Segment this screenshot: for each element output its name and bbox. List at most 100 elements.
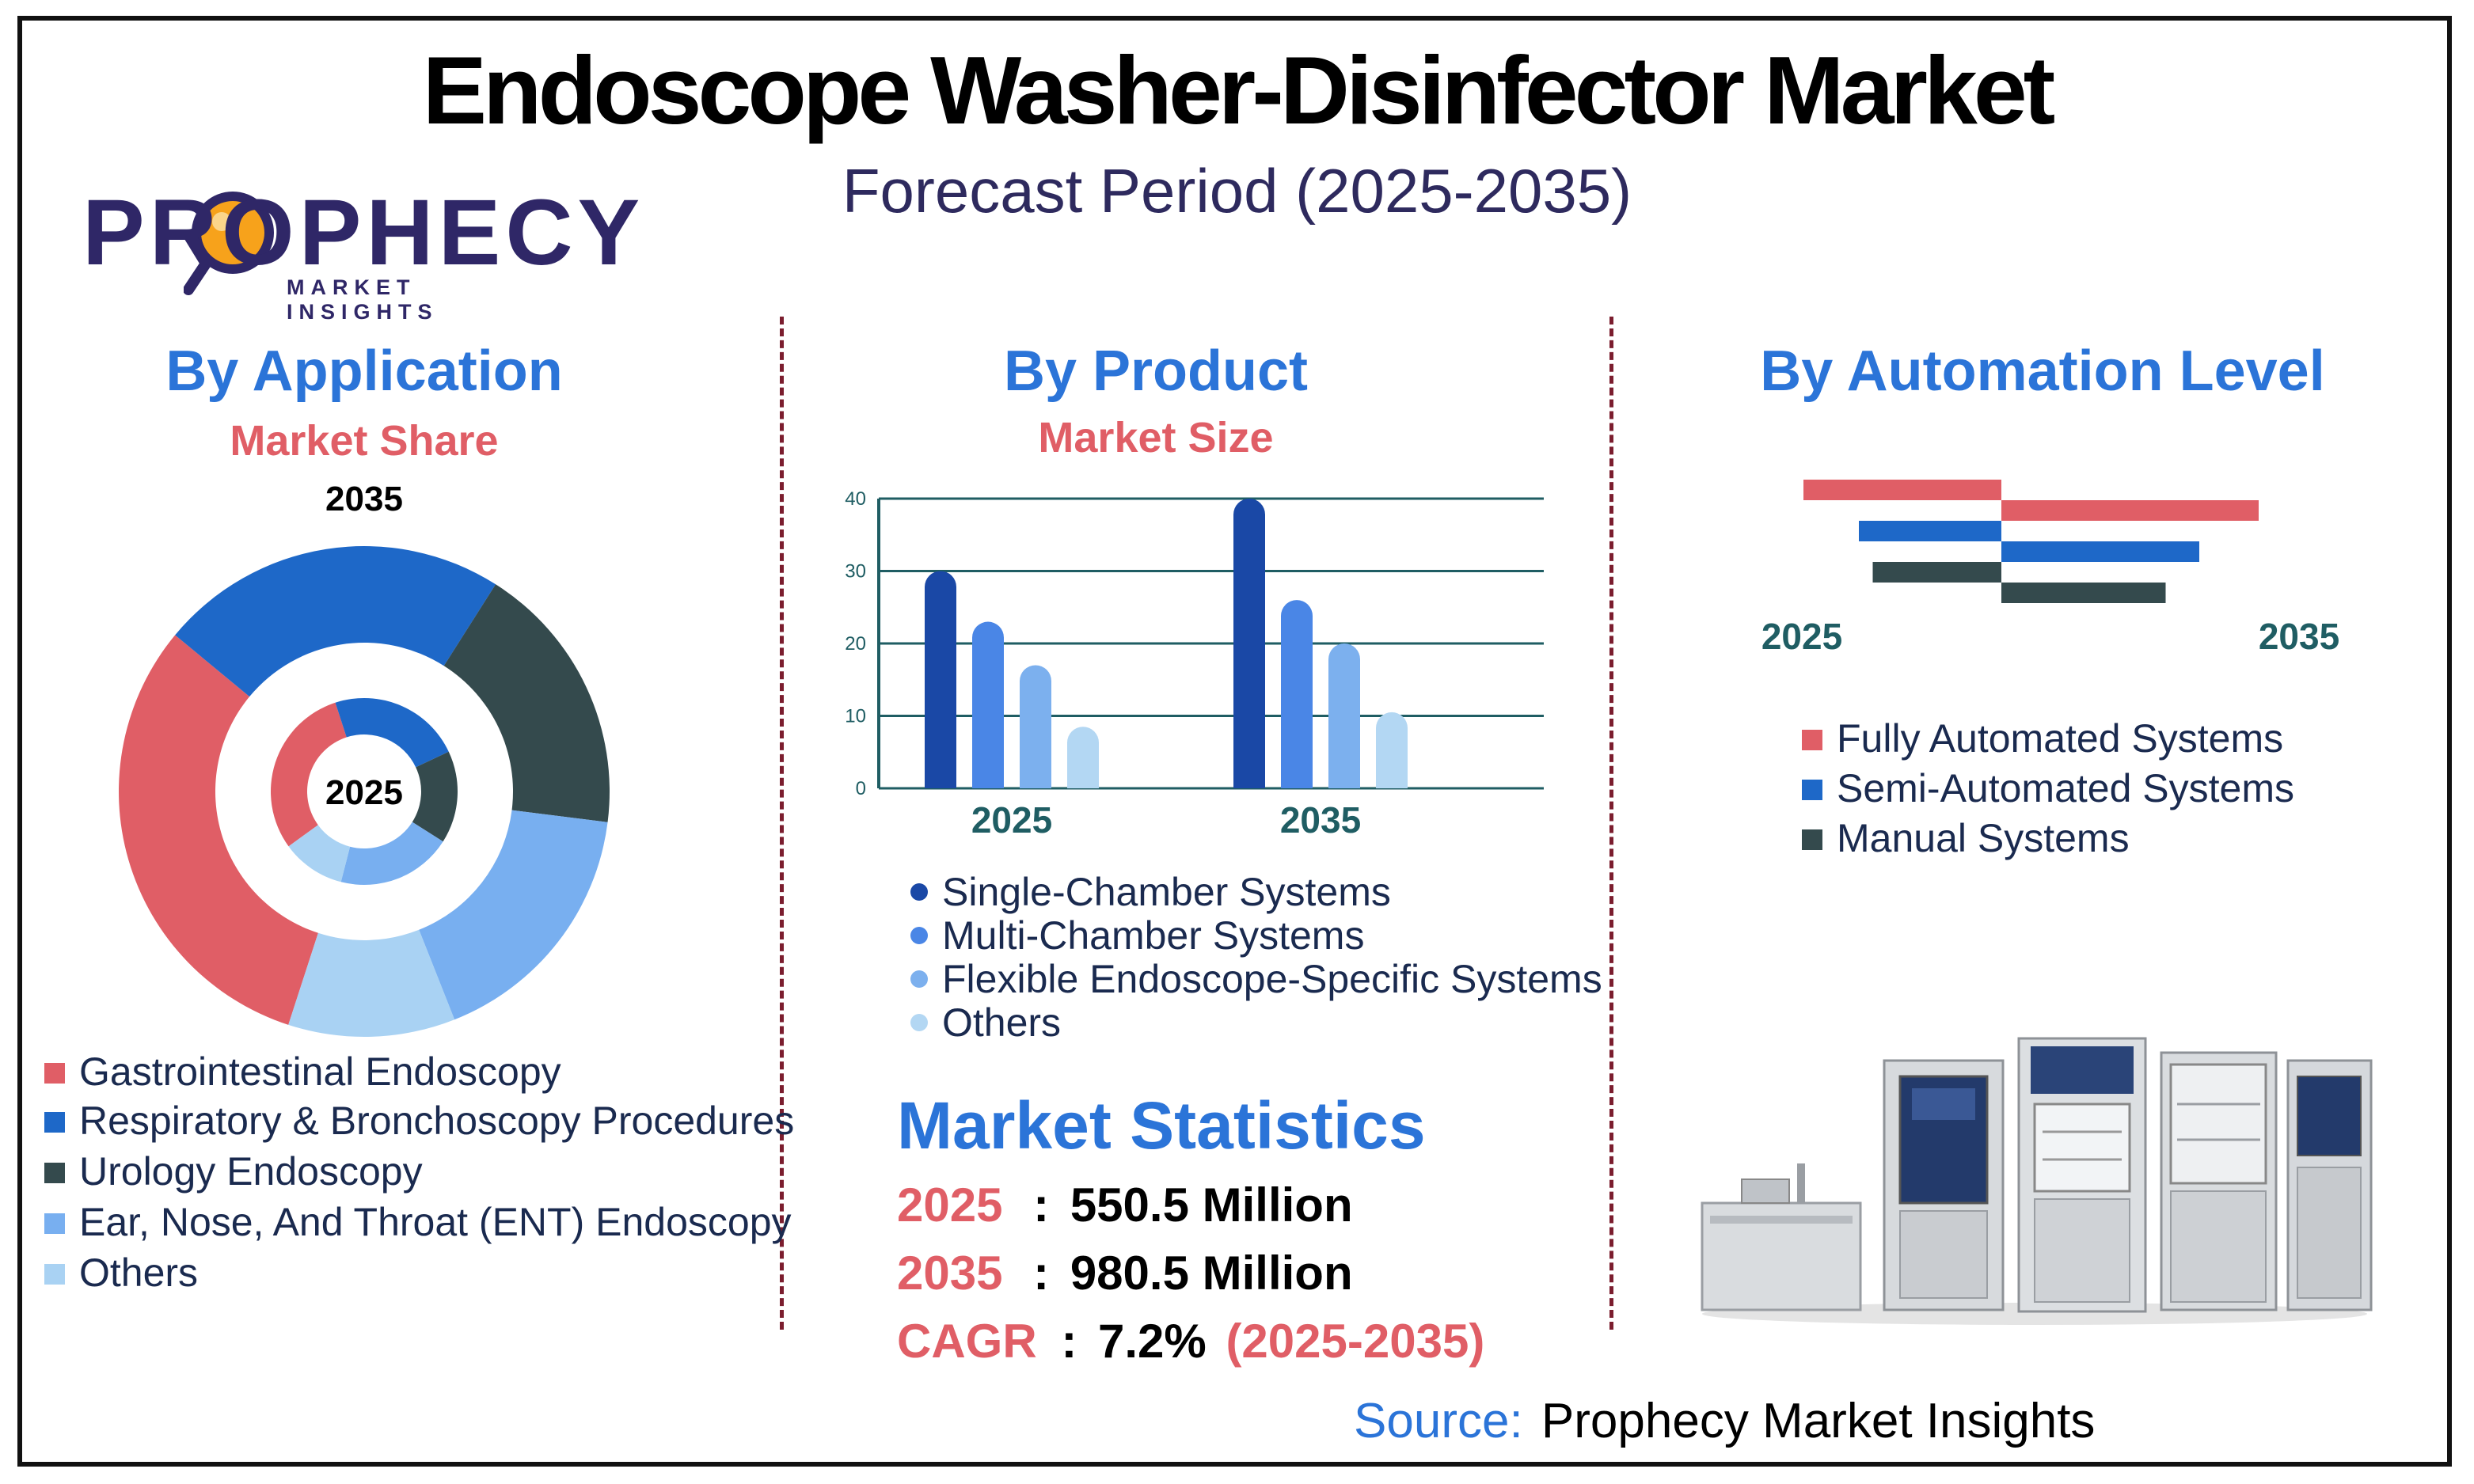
bar-2025-others [1067,727,1099,788]
legend-label: Others [942,1000,1062,1045]
inner-ring-slice-others [288,825,351,882]
legend-label: Multi-Chamber Systems [942,913,1365,958]
y-tick-label: 20 [845,633,866,655]
legend-item-gastrointestinal: Gastrointestinal Endoscopy [44,1049,561,1095]
legend-label: Urology Endoscopy [79,1149,423,1194]
product-subheading: Market Size [1038,414,1274,461]
legend-item-manual: Manual Systems [1802,815,2130,861]
application-donut-chart: 2025 [118,546,610,1038]
outer-ring-label: 2035 [325,480,403,518]
washer-disinfector-machines-image [1701,1037,2373,1325]
bar-2035-single-chamber-systems [1233,499,1265,788]
inner-ring-slice-ear-nose-and-throat-ent-endoscopy [340,822,443,885]
automation-butterfly-chart: 2025 2035 [1761,480,2339,657]
legend-label: Semi-Automated Systems [1837,766,2294,810]
legend-dot [910,1014,928,1031]
legend-swatch [44,1163,65,1183]
logo-wordmark: PROPHECY [82,180,645,285]
legend-label: Manual Systems [1837,816,2130,860]
stat-value: 7.2% [1098,1315,1207,1368]
y-tick-label: 10 [845,706,866,727]
stat-separator: : [1033,1178,1050,1232]
source-line: Source: Prophecy Market Insights [1354,1393,2095,1449]
stat-label: 2035 [897,1247,1003,1300]
stat-separator: : [1033,1247,1050,1300]
product-heading: By Product [1003,340,1309,403]
legend-item-fully-automated: Fully Automated Systems [1802,715,2283,761]
legend-item-semi-automated: Semi-Automated Systems [1802,765,2294,811]
legend-label: Fully Automated Systems [1837,716,2284,761]
magnifier-icon [184,192,274,295]
stat-label: CAGR [897,1315,1037,1368]
divider-right [1609,317,1613,1330]
inner-ring-slice-gastrointestinal-endoscopy [271,702,347,847]
automation-heading: By Automation Level [1760,340,2325,403]
legend-dot [910,970,928,988]
stat-row-cagr: CAGR : 7.2% (2025-2035) [897,1314,1484,1368]
series-label-2035: 2035 [2259,616,2339,657]
bar-2035-semi-automated-systems [2001,541,2199,562]
main-title: Endoscope Washer-Disinfector Market [422,36,2056,144]
bar-2025-fully-automated-systems [1803,480,2001,500]
legend-label: Flexible Endoscope-Specific Systems [942,957,1602,1001]
bar-2035-others [1376,712,1408,788]
legend-swatch [44,1112,65,1133]
stat-value: 980.5 Million [1070,1247,1353,1300]
outer-ring-slice-ear-nose-and-throat-ent-endoscopy [419,810,608,1020]
bar-2025-single-chamber-systems [925,571,956,788]
outer-ring-slice-urology-endoscopy [443,584,610,822]
x-tick-label: 2025 [971,799,1052,841]
stat-period: (2025-2035) [1226,1315,1485,1368]
outer-ring-slice-gastrointestinal-endoscopy [118,635,318,1025]
legend-label: Single-Chamber Systems [942,870,1391,914]
legend-label: Ear, Nose, And Throat (ENT) Endoscopy [79,1200,792,1244]
bar-2025-manual-systems [1872,562,2001,583]
legend-item-ent: Ear, Nose, And Throat (ENT) Endoscopy [44,1199,792,1245]
bar-2035-fully-automated-systems [2001,500,2259,521]
inner-ring-slice-urology-endoscopy [412,751,458,842]
stat-value: 550.5 Million [1070,1178,1353,1232]
application-heading: By Application [165,340,563,403]
legend-label: Gastrointestinal Endoscopy [79,1049,561,1094]
legend-dot [910,883,928,901]
legend-dot [910,927,928,944]
stat-label: 2025 [897,1178,1003,1232]
y-tick-label: 30 [845,561,866,583]
application-subheading: Market Share [230,417,499,465]
outer-ring-slice-respiratory-bronchoscopy-procedures [175,546,496,697]
stat-row-2025: 2025 : 550.5 Million [897,1178,1353,1232]
product-bar-chart: 0 10 20 30 40 2025 2035 [845,488,1544,841]
bar-2025-flexible-endoscope-specific-systems [1020,665,1051,788]
legend-item-others-product: Others [910,1000,1061,1046]
legend-item-multi-chamber: Multi-Chamber Systems [910,913,1364,958]
bar-2035-multi-chamber-systems [1281,600,1313,788]
legend-item-urology: Urology Endoscopy [44,1148,423,1194]
logo-tagline: MARKET INSIGHTS [287,275,439,324]
y-tick-label: 40 [845,488,866,510]
infographic-frame [17,16,2452,1467]
bar-2025-semi-automated-systems [1859,521,2001,541]
inner-ring-slice-respiratory-bronchoscopy-procedures [335,698,449,768]
y-tick-label: 0 [856,778,866,799]
bar-2035-manual-systems [2001,583,2166,603]
legend-swatch [1802,730,1822,750]
legend-item-single-chamber: Single-Chamber Systems [910,869,1391,915]
inner-ring-label: 2025 [325,773,403,812]
stat-row-2035: 2035 : 980.5 Million [897,1246,1353,1300]
legend-label: Respiratory & Bronchoscopy Procedures [79,1099,795,1143]
legend-item-respiratory: Respiratory & Bronchoscopy Procedures [44,1098,794,1144]
subtitle: Forecast Period (2025-2035) [842,156,1632,226]
series-label-2025: 2025 [1761,616,1842,657]
legend-swatch [44,1063,65,1084]
legend-swatch [44,1264,65,1285]
divider-left [780,317,784,1330]
stat-separator: : [1061,1315,1077,1368]
legend-item-others-application: Others [44,1250,198,1296]
bar-2035-flexible-endoscope-specific-systems [1328,643,1360,788]
source-value: Prophecy Market Insights [1541,1394,2096,1448]
source-label: Source: [1354,1394,1523,1448]
legend-item-flexible-endoscope: Flexible Endoscope-Specific Systems [910,956,1602,1002]
bar-2025-multi-chamber-systems [972,621,1004,788]
legend-swatch [44,1213,65,1234]
outer-ring-slice-others [288,929,455,1038]
